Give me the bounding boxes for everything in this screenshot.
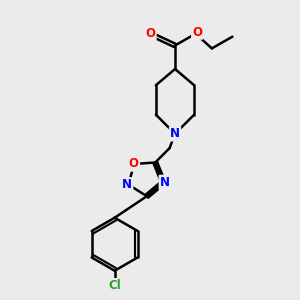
Text: Cl: Cl — [108, 279, 121, 292]
Text: O: O — [192, 26, 202, 39]
Text: N: N — [170, 127, 180, 140]
Text: N: N — [122, 178, 132, 191]
Text: O: O — [129, 158, 139, 170]
Text: N: N — [160, 176, 170, 189]
Text: O: O — [146, 28, 156, 40]
